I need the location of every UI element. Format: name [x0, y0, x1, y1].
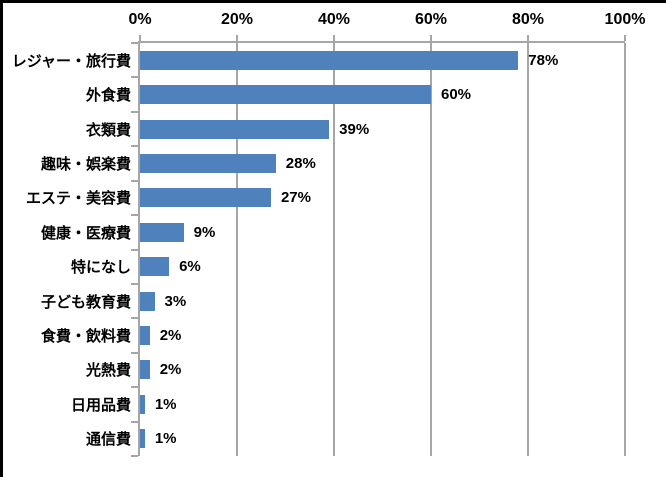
y-axis-tick	[131, 317, 138, 320]
x-axis-tick-label: 20%	[220, 11, 254, 28]
bar	[140, 360, 150, 380]
bar	[140, 222, 184, 242]
y-axis-tick	[131, 282, 138, 285]
value-label: 1%	[154, 430, 177, 448]
category-label: 日用品費	[70, 396, 131, 414]
category-label: 趣味・娯楽費	[40, 155, 131, 173]
bar	[140, 188, 271, 208]
x-axis-tick	[430, 35, 432, 41]
x-axis-line	[140, 41, 625, 43]
category-label: 外食費	[85, 87, 131, 105]
y-axis-tick	[131, 76, 138, 79]
y-axis-tick	[131, 214, 138, 217]
gridline	[333, 43, 335, 456]
x-axis-tick	[236, 35, 238, 41]
gridline	[430, 43, 432, 456]
x-axis-tick	[333, 35, 335, 41]
y-axis-tick	[131, 248, 138, 251]
x-axis-tick-label: 100%	[604, 11, 646, 28]
value-label: 27%	[280, 189, 311, 207]
y-axis-line	[138, 41, 140, 456]
x-axis-tick	[527, 35, 529, 41]
bar	[140, 291, 155, 311]
bar	[140, 257, 170, 277]
bar	[140, 85, 431, 105]
gridline	[624, 43, 626, 456]
value-label: 9%	[193, 223, 216, 241]
plot-area: 0% 20% 40% 60% 80% 100% レジャー・旅行費 78% 外食費 60% 衣類費 39…	[12, 11, 645, 457]
y-axis-tick	[131, 179, 138, 182]
y-axis-tick	[131, 351, 138, 354]
x-axis-tick-label: 0%	[128, 11, 152, 28]
value-label: 39%	[339, 120, 370, 138]
x-axis-tick	[624, 35, 626, 41]
y-axis-tick	[131, 386, 138, 389]
category-label: エステ・美容費	[25, 190, 131, 208]
category-label: 健康・医療費	[40, 224, 131, 242]
value-label: 3%	[164, 292, 187, 310]
y-axis-tick	[131, 455, 138, 457]
bar	[140, 326, 150, 346]
y-axis-tick	[131, 42, 138, 44]
value-label: 6%	[179, 258, 201, 276]
value-label: 1%	[154, 395, 177, 413]
x-axis-tick	[139, 35, 141, 41]
gridline	[527, 43, 529, 456]
value-label: 2%	[159, 361, 182, 379]
gridline	[236, 43, 238, 456]
x-axis-tick-label: 40%	[317, 11, 351, 28]
value-label: 2%	[159, 327, 182, 345]
category-label: 特になし	[70, 259, 131, 277]
category-label: 子ども教育費	[40, 293, 131, 311]
bar	[140, 153, 276, 173]
y-axis-tick	[131, 420, 138, 423]
y-axis-tick	[131, 145, 138, 148]
x-axis-tick-label: 60%	[414, 11, 448, 28]
category-label: レジャー・旅行費	[11, 52, 131, 70]
value-label: 28%	[285, 154, 316, 172]
bar	[140, 429, 145, 449]
bar	[140, 119, 330, 139]
category-label: 光熱費	[85, 362, 131, 380]
y-axis-tick	[131, 110, 138, 113]
bar	[140, 394, 145, 414]
category-label: 食費・飲料費	[40, 328, 131, 346]
value-label: 78%	[528, 51, 559, 69]
category-label: 通信費	[85, 431, 131, 449]
x-axis-tick-label: 80%	[511, 11, 545, 28]
bar	[140, 50, 519, 70]
category-label: 衣類費	[85, 121, 131, 139]
value-label: 60%	[441, 86, 472, 104]
